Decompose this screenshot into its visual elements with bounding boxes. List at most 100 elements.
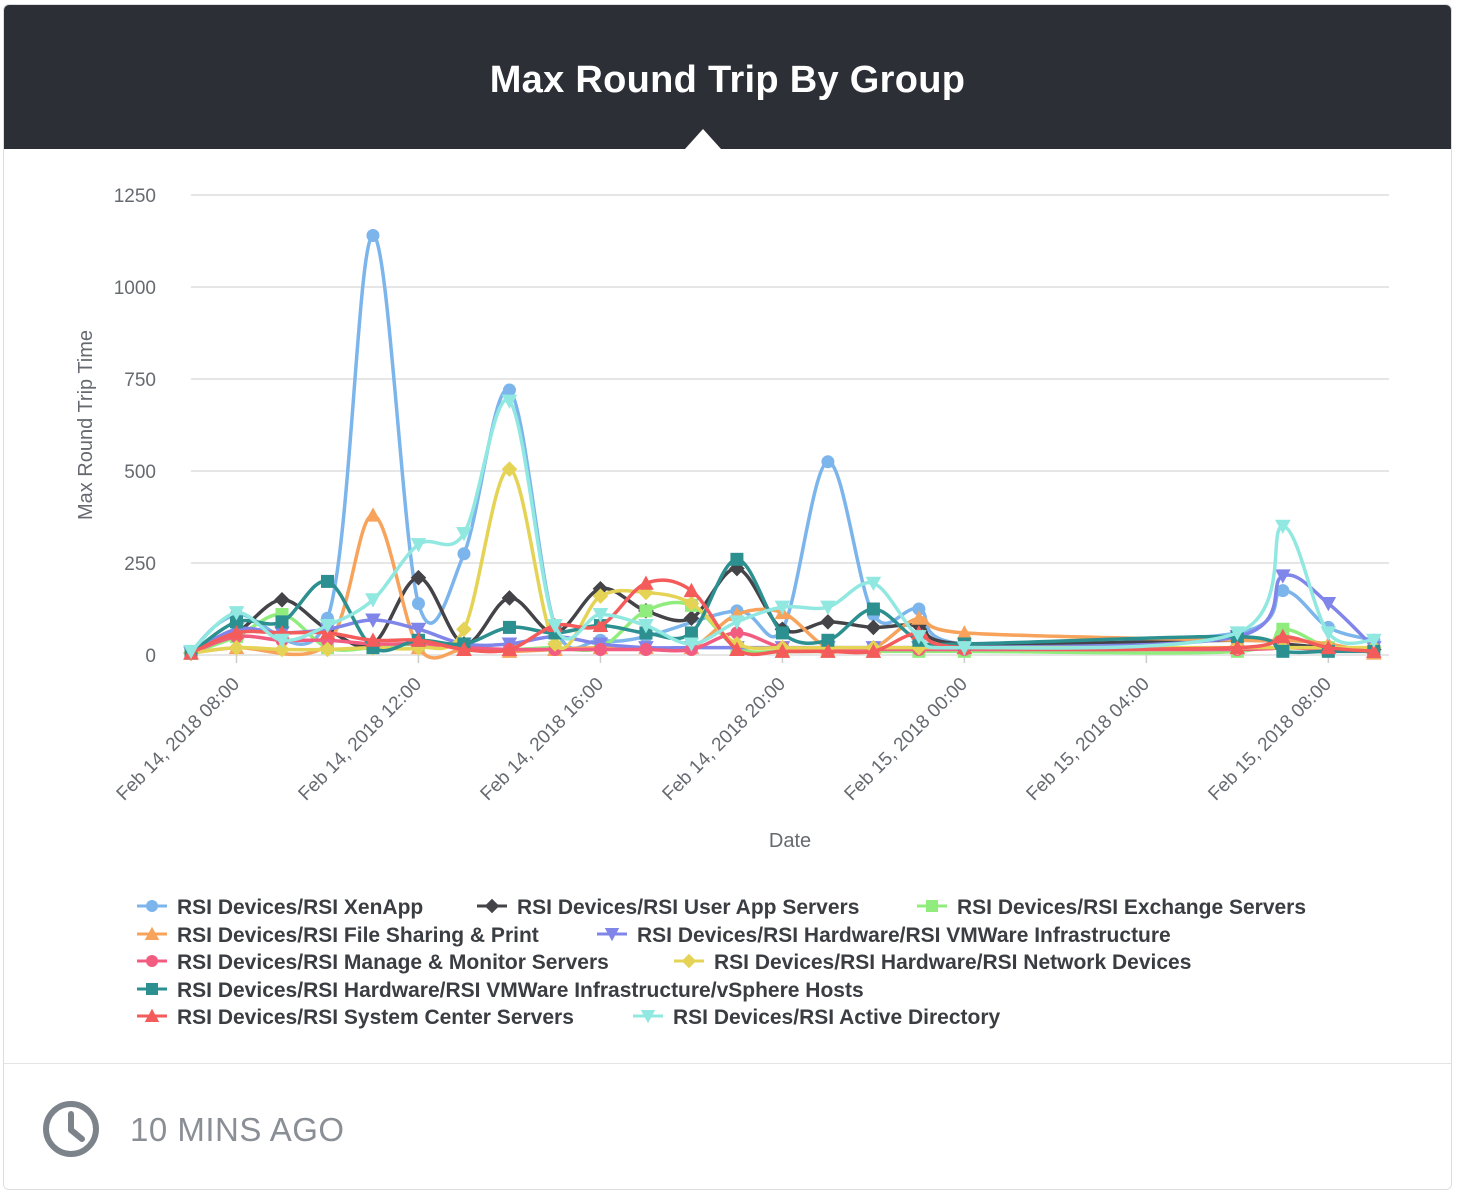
data-point <box>638 619 654 634</box>
data-point <box>274 633 290 649</box>
data-point <box>456 641 472 656</box>
data-point <box>1229 626 1246 641</box>
data-point <box>501 641 518 656</box>
y-tick-label: 1250 <box>114 186 156 207</box>
data-point <box>1366 633 1382 649</box>
data-point <box>547 636 563 652</box>
y-axis-title: Max Round Trip Time <box>75 330 97 520</box>
x-tick-label: Feb 14, 2018 20:00 <box>659 674 790 805</box>
card-header: Max Round Trip By Group <box>4 5 1451 149</box>
data-point <box>456 621 472 638</box>
data-point <box>229 615 243 629</box>
data-point <box>365 632 381 647</box>
card-footer: 10 MINS AGO <box>4 1063 1451 1189</box>
data-point <box>956 641 973 656</box>
data-point <box>365 593 381 608</box>
data-point <box>410 569 427 586</box>
data-point <box>183 644 199 660</box>
data-point <box>457 547 471 561</box>
data-point <box>456 527 472 542</box>
line-chart: 0 250 500 750 1000 1250 Feb 14, 2018 08:00 Feb … <box>75 186 1389 1029</box>
data-point <box>775 626 789 640</box>
data-point <box>410 622 427 638</box>
data-point <box>592 608 609 623</box>
data-point <box>1320 626 1337 641</box>
data-point <box>729 615 745 630</box>
data-point <box>1275 628 1291 644</box>
data-point <box>1366 643 1382 658</box>
data-point <box>865 619 882 636</box>
data-point <box>410 538 427 553</box>
x-tick-label: Feb 14, 2018 12:00 <box>295 674 426 805</box>
legend-item-2: RSI Devices/RSI User App Servers <box>517 896 859 919</box>
x-tick-label: Feb 14, 2018 16:00 <box>477 674 608 805</box>
legend-symbol <box>144 926 160 940</box>
data-point <box>820 600 836 615</box>
data-point <box>820 614 836 630</box>
data-point <box>502 383 516 397</box>
data-point <box>410 639 427 656</box>
data-point <box>366 228 380 242</box>
data-point <box>911 630 927 645</box>
data-point <box>865 576 882 592</box>
x-tick-label: Feb 14, 2018 08:00 <box>113 674 244 805</box>
data-point <box>683 637 700 652</box>
data-point <box>228 639 245 656</box>
legend-item-10: RSI Devices/RSI Active Directory <box>673 1006 1001 1029</box>
data-point <box>730 552 744 566</box>
data-point <box>410 632 427 647</box>
data-point <box>639 604 653 618</box>
data-point <box>1229 639 1246 655</box>
header-pointer <box>685 129 721 149</box>
x-tick-label: Feb 15, 2018 04:00 <box>1023 674 1154 805</box>
data-point <box>683 595 700 612</box>
legend-symbol <box>640 1010 656 1024</box>
data-point <box>502 620 516 634</box>
legend-item-6: RSI Devices/RSI Manage & Monitor Servers <box>177 951 609 974</box>
data-point <box>956 625 973 640</box>
data-point <box>1275 569 1291 584</box>
legend-item-4: RSI Devices/RSI File Sharing & Print <box>177 924 539 947</box>
data-point <box>638 575 654 590</box>
data-point <box>729 641 745 656</box>
chart-title: Max Round Trip By Group <box>489 59 966 101</box>
data-point <box>547 619 563 634</box>
data-point <box>866 602 880 616</box>
x-tick-label: Feb 15, 2018 08:00 <box>1204 674 1335 805</box>
last-updated-text: 10 MINS AGO <box>130 1111 345 1148</box>
data-point <box>684 626 698 640</box>
data-point <box>1275 519 1291 534</box>
data-point <box>821 633 835 647</box>
data-point <box>865 643 882 658</box>
data-point <box>274 641 290 658</box>
y-tick-label: 1000 <box>114 278 156 299</box>
data-point <box>592 617 609 633</box>
data-point <box>275 615 289 629</box>
data-point <box>411 596 425 610</box>
data-point <box>683 610 700 626</box>
chart-card: Max Round Trip By Group 0 250 500 750 1000 12… <box>3 4 1452 1190</box>
data-point <box>501 394 518 409</box>
legend-item-3: RSI Devices/RSI Exchange Servers <box>957 896 1306 919</box>
legend-item-1: RSI Devices/RSI XenApp <box>177 896 423 919</box>
legend-symbol <box>146 900 158 912</box>
legend-item-5: RSI Devices/RSI Hardware/RSI VMWare Infr… <box>637 924 1171 947</box>
data-point <box>228 606 245 621</box>
data-point <box>730 626 744 640</box>
data-point <box>228 625 245 640</box>
data-point <box>1320 596 1337 612</box>
data-point <box>911 610 927 625</box>
x-axis-title: Date <box>769 830 811 852</box>
y-tick-label: 500 <box>124 462 156 483</box>
y-tick-label: 0 <box>145 646 156 667</box>
data-point <box>274 592 290 608</box>
data-point <box>639 642 653 656</box>
data-point <box>821 455 835 469</box>
data-point <box>592 588 609 604</box>
y-tick-label: 250 <box>124 554 156 575</box>
data-point <box>1276 584 1290 598</box>
legend-item-8: RSI Devices/RSI Hardware/RSI VMWare Infr… <box>177 979 864 1002</box>
data-point <box>912 602 926 616</box>
data-point <box>593 642 607 656</box>
legend-symbol <box>484 898 500 914</box>
